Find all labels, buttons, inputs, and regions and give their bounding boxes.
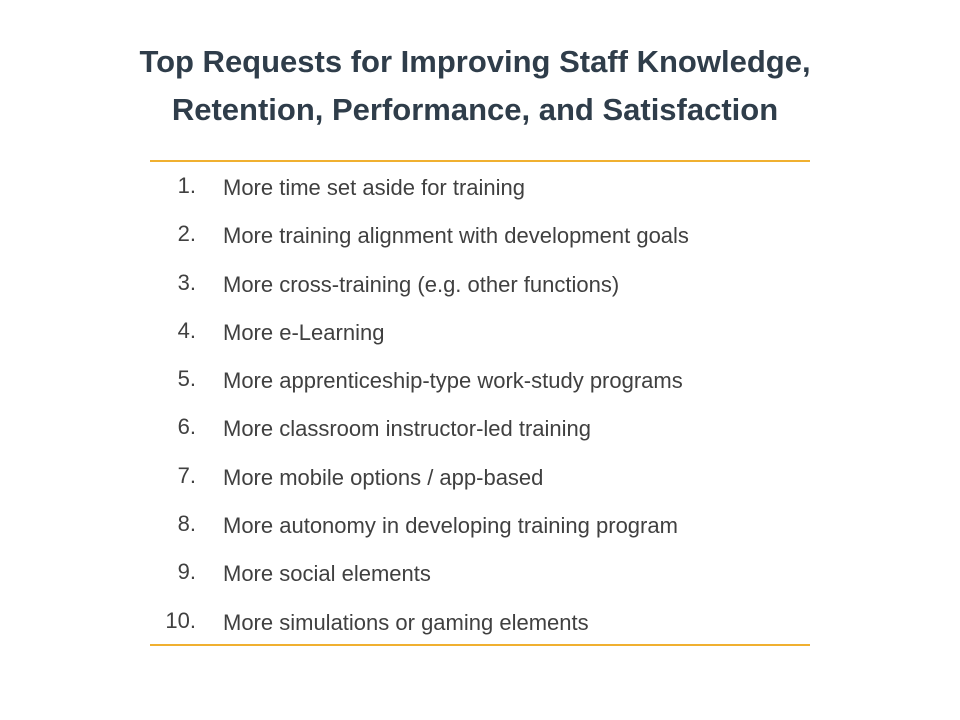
list-item-number: 4. [177,317,196,343]
slide-title-line-2: Retention, Performance, and Satisfaction [171,92,779,127]
list-item-number: 7. [177,462,196,488]
list-item: 10. More simulations or gaming elements [150,599,810,647]
list-item-text: More mobile options / app-based [223,464,544,490]
list-item-number: 2. [177,221,196,247]
list-item: 1. More time set aside for training [150,164,810,212]
requests-list: 1. More time set aside for training 2. M… [150,164,810,647]
list-item-text: More time set aside for training [223,175,526,200]
top-divider [150,160,810,162]
slide-title-line-1: Top Requests for Improving Staff Knowled… [139,44,811,79]
list-item-text: More apprenticeship-type work-study prog… [223,368,683,394]
list-item-number: 3. [177,269,196,295]
list-item: 2. More training alignment with developm… [150,212,810,260]
list-item-number: 5. [177,366,196,392]
bottom-divider [150,644,810,646]
list-item: 5. More apprenticeship-type work-study p… [150,357,810,405]
list-item-number: 6. [177,414,196,440]
list-item-text: More simulations or gaming elements [223,609,589,635]
list-item: 3. More cross-training (e.g. other funct… [150,261,810,309]
list-item: 9. More social elements [150,550,810,598]
list-item: 7. More mobile options / app-based [150,454,810,502]
list-item: 8. More autonomy in developing training … [150,502,810,550]
list-item-text: More e-Learning [223,319,385,345]
list-item-text: More social elements [223,561,431,587]
slide-title: Top Requests for Improving Staff Knowled… [80,38,870,134]
list-item-text: More classroom instructor-led training [223,416,592,442]
list-item-text: More cross-training (e.g. other function… [223,271,620,297]
list-item-number: 9. [177,559,196,585]
list-item-number: 1. [177,173,196,198]
list-item-text: More training alignment with development… [223,223,689,249]
list-item-number: 8. [177,511,196,537]
list-item: 4. More e-Learning [150,309,810,357]
list-item: 6. More classroom instructor-led trainin… [150,405,810,453]
list-item-text: More autonomy in developing training pro… [223,513,678,539]
list-item-number: 10. [165,607,196,633]
